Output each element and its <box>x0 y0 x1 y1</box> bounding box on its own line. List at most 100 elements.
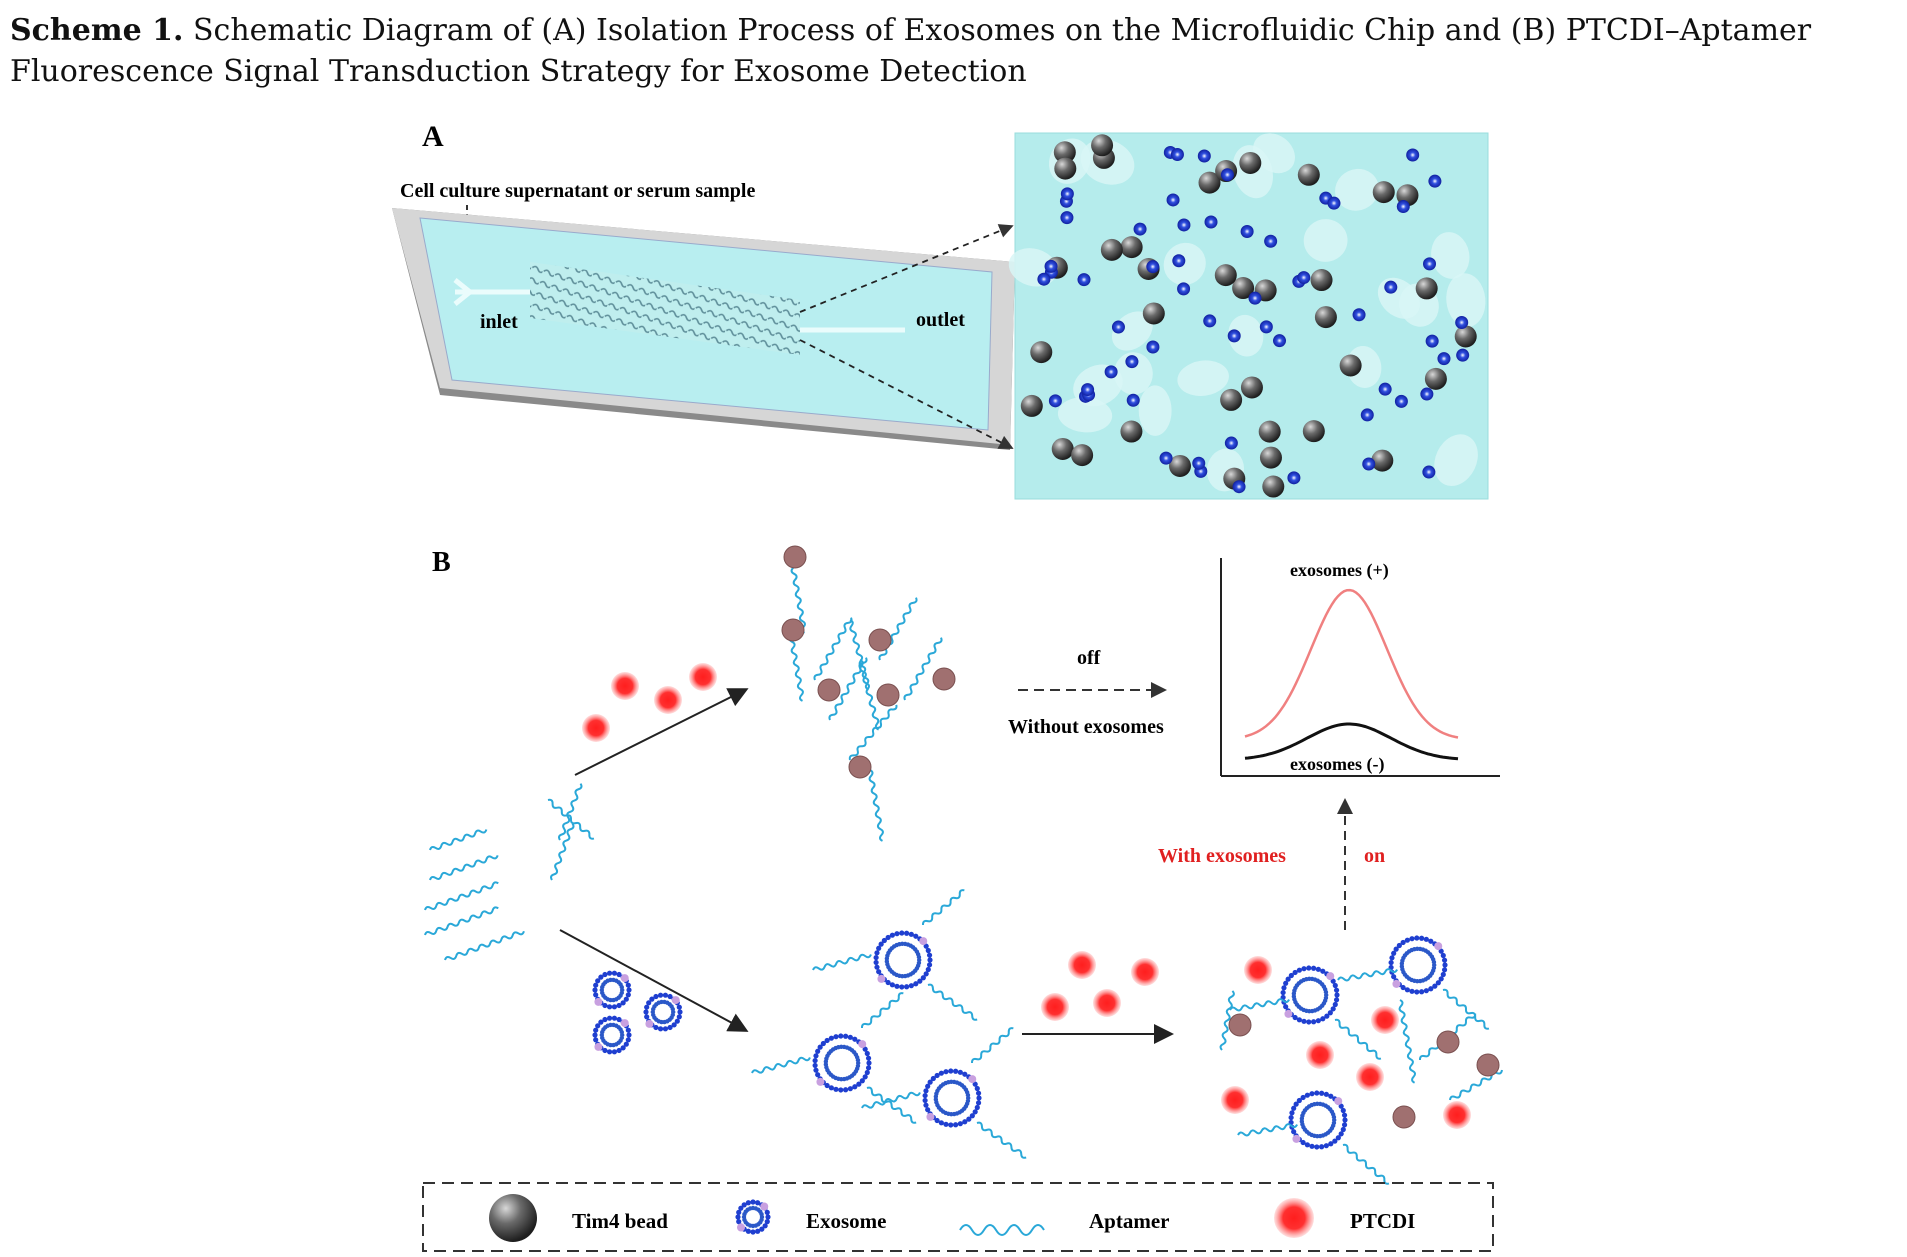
aptamer-strand <box>848 704 898 761</box>
ptcdi-dot <box>689 663 717 691</box>
lipid-head <box>938 1070 944 1076</box>
surface-protein <box>877 974 886 983</box>
lipid-head <box>1301 966 1307 972</box>
lipid-head <box>904 930 910 936</box>
surface-protein <box>594 997 603 1006</box>
aptamer-strand <box>927 983 978 1021</box>
aptamer-strand <box>868 769 884 842</box>
lipid-head <box>889 932 895 938</box>
exosome-particle <box>1104 365 1118 379</box>
tim4-bead <box>1214 264 1237 287</box>
lipid-head <box>595 1023 601 1029</box>
exosome-particle <box>1081 383 1095 397</box>
lipid-head <box>1441 967 1448 973</box>
lipid-head <box>1388 959 1394 966</box>
lipid-head <box>644 1004 650 1010</box>
fluorescence-plot: exosomes (+) exosomes (-) <box>1220 558 1500 777</box>
zoom-line-bottom <box>799 339 1014 449</box>
lipid-head <box>653 993 659 1000</box>
exosome-particle <box>1125 355 1139 369</box>
lipid-head <box>1296 1017 1302 1023</box>
pillar <box>1446 273 1486 328</box>
lipid-head <box>934 1117 940 1124</box>
exosome <box>643 992 683 1032</box>
lipid-head <box>1435 980 1441 986</box>
quenched-aptamer-complexes <box>781 545 956 842</box>
lipid-head <box>923 971 929 977</box>
lipid-head <box>1300 1094 1306 1101</box>
surface-protein <box>620 1019 629 1028</box>
lipid-head <box>828 1035 834 1041</box>
ptcdi-dots-top <box>582 663 717 742</box>
aptamer-strand <box>444 930 525 961</box>
lipid-head <box>962 1119 968 1125</box>
exosome-particle <box>1273 334 1287 348</box>
exosome-particle <box>1060 211 1074 225</box>
tim4-bead <box>1240 376 1263 399</box>
lipid-head <box>876 969 882 975</box>
lipid-head <box>866 1060 872 1066</box>
ptcdi-dot <box>1371 1006 1399 1034</box>
exosome-group <box>592 970 683 1055</box>
aptamer-strand <box>1337 968 1398 982</box>
lipid-head <box>812 1057 818 1064</box>
exosome-particle <box>1227 329 1241 343</box>
lipid-head <box>923 1088 929 1094</box>
lipid-head <box>1441 957 1448 963</box>
tim4-bead-icon <box>489 1194 537 1242</box>
lipid-head <box>1320 1016 1326 1022</box>
lipid-head <box>1332 982 1338 989</box>
quenched-ptcdi <box>876 683 900 707</box>
lipid-head <box>1409 988 1415 994</box>
panel-b-label: B <box>432 547 451 578</box>
exosome-particle <box>1327 196 1341 210</box>
lipid-head <box>927 1079 933 1085</box>
exosome-particle <box>1287 471 1301 485</box>
lipid-head <box>611 1004 618 1010</box>
lipid-head <box>1319 1090 1325 1096</box>
lipid-head <box>965 1092 971 1098</box>
lipid-head <box>1442 962 1448 968</box>
aptamer-strand <box>790 561 806 634</box>
lipid-head <box>623 1041 629 1047</box>
ptcdi-dot <box>1093 989 1121 1017</box>
lipid-head <box>1292 1014 1298 1021</box>
exosome-particle <box>1048 394 1062 408</box>
lipid-head <box>1431 959 1437 965</box>
legend: Tim4 bead Exosome Aptamer PTCDI <box>422 1182 1494 1252</box>
lipid-head <box>1328 1093 1334 1099</box>
lipid-head <box>1440 952 1446 959</box>
lipid-head <box>1404 987 1410 993</box>
lipid-head <box>1309 1143 1315 1149</box>
lipid-head <box>676 1014 682 1020</box>
lipid-head <box>598 974 604 980</box>
lipid-head <box>1311 965 1317 971</box>
lipid-head <box>602 1016 608 1023</box>
ptcdi-dot <box>611 672 639 700</box>
caption-text: Schematic Diagram of (A) Isolation Proce… <box>10 13 1812 89</box>
lipid-head <box>653 1024 659 1031</box>
lipid-head <box>1391 950 1397 956</box>
zoom-view <box>1008 132 1489 500</box>
aptamer-strand <box>903 637 943 701</box>
lipid-head <box>662 992 669 998</box>
surface-protein <box>919 937 928 946</box>
lipid-head <box>625 982 631 988</box>
exosome-particle <box>1406 148 1420 162</box>
exosome-particle <box>1437 352 1451 366</box>
exosome-particle <box>1172 254 1186 268</box>
lipid-head <box>812 1062 818 1069</box>
exosome-particle <box>1423 257 1437 271</box>
tim4-bead <box>1310 269 1333 292</box>
aptamer-strand <box>921 889 965 926</box>
lipid-head <box>616 1016 622 1023</box>
lipid-head <box>925 966 931 973</box>
quenched-ptcdi <box>817 678 841 702</box>
surface-protein <box>1392 979 1401 988</box>
lipid-head <box>643 1009 649 1015</box>
exosome-particle <box>1197 149 1211 163</box>
lipid-head <box>1338 1131 1344 1137</box>
lipid-head <box>1331 1114 1337 1120</box>
pillar <box>1114 352 1153 395</box>
